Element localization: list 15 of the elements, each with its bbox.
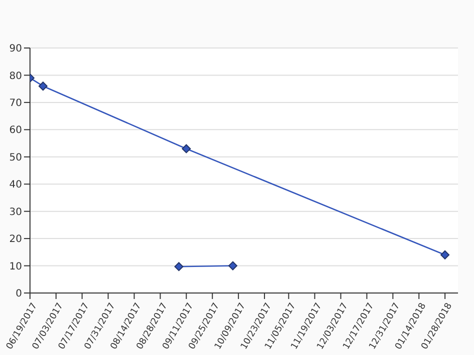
y-tick-label: 80 (9, 70, 22, 82)
y-tick-label: 0 (16, 288, 22, 300)
y-tick-label: 70 (9, 98, 22, 109)
y-tick-label: 90 (9, 44, 22, 55)
y-tick-label: 40 (9, 180, 22, 191)
y-tick-label: 20 (9, 234, 22, 246)
point (228, 261, 238, 270)
y-tick-label: 50 (9, 152, 22, 164)
point (182, 144, 191, 154)
point (440, 250, 450, 260)
y-tick-label: 30 (9, 206, 22, 218)
y-tick-label: 10 (9, 261, 22, 272)
point (174, 262, 184, 272)
point (38, 82, 48, 91)
y-tick-label: 60 (9, 125, 22, 136)
